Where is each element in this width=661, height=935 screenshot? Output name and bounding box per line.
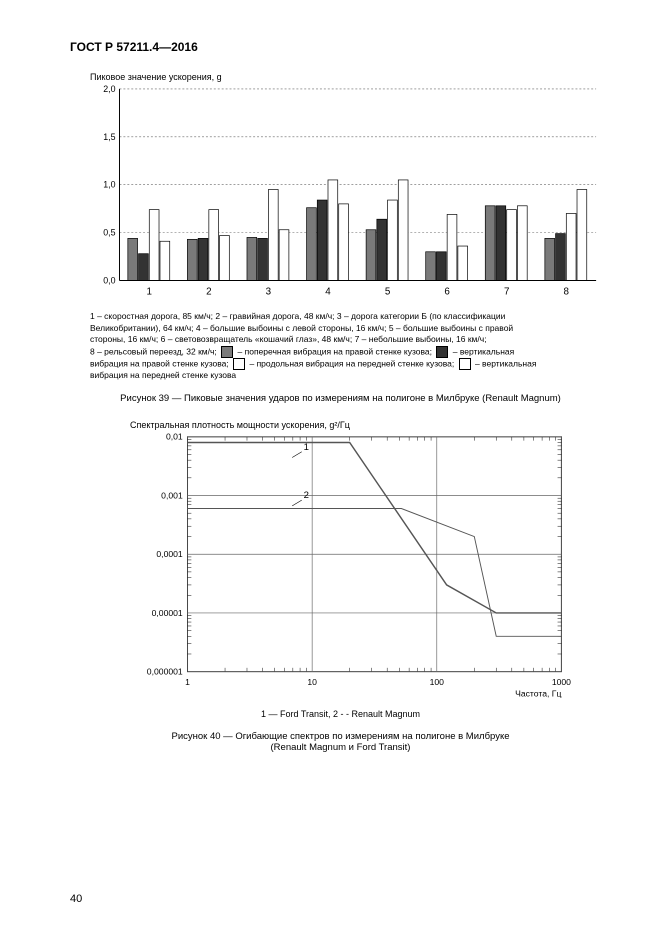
legend-line: Великобритании), 64 км/ч; 4 – большие вы… — [90, 323, 513, 333]
svg-text:100: 100 — [430, 677, 445, 687]
svg-text:1,5: 1,5 — [103, 132, 115, 142]
svg-text:0,01: 0,01 — [166, 432, 183, 442]
svg-text:3: 3 — [266, 286, 272, 297]
svg-text:1: 1 — [304, 442, 309, 453]
legend-line: 8 – рельсовый переезд, 32 км/ч; — [90, 346, 219, 356]
legend-line: стороны, 16 км/ч; 6 – световозвращатель … — [90, 334, 487, 344]
svg-text:1: 1 — [147, 286, 152, 297]
document-id: ГОСТ Р 57211.4—2016 — [70, 40, 611, 54]
fig39-caption: Рисунок 39 — Пиковые значения ударов по … — [70, 393, 611, 404]
svg-text:1000: 1000 — [552, 677, 571, 687]
legend-line: – продольная вибрация на передней стенке… — [249, 358, 456, 368]
legend-line: 1 – скоростная дорога, 85 км/ч; 2 – грав… — [90, 311, 505, 321]
svg-text:0,000001: 0,000001 — [147, 667, 183, 677]
fig40-ytitle: Спектральная плотность мощности ускорени… — [130, 420, 611, 430]
svg-text:4: 4 — [325, 286, 331, 297]
fig40-caption: Рисунок 40 — Огибающие спектров по измер… — [70, 731, 611, 753]
swatch-icon — [221, 346, 233, 358]
page: ГОСТ Р 57211.4—2016 Пиковое значение уск… — [0, 0, 661, 935]
svg-text:0,0001: 0,0001 — [156, 549, 183, 559]
legend-line: – вертикальная — [475, 358, 536, 368]
svg-text:2: 2 — [206, 286, 211, 297]
svg-text:1,0: 1,0 — [103, 180, 115, 190]
caption-line: (Renault Magnum и Ford Transit) — [271, 742, 411, 753]
svg-text:1: 1 — [185, 677, 190, 687]
fig40-chart: 1 10 100 1000 0,000001 0,00001 0,0001 0,001 0,01… — [130, 432, 571, 703]
page-number: 40 — [70, 893, 82, 905]
fig39-ytitle: Пиковое значение ускорения, g — [90, 72, 611, 82]
swatch-icon — [436, 346, 448, 358]
svg-text:0,001: 0,001 — [161, 490, 183, 500]
fig39-svg: 0,0 0,5 1,0 1,5 2,0 1 2 3 4 5 6 7 8 — [90, 84, 601, 300]
svg-text:2: 2 — [304, 490, 309, 501]
svg-text:10: 10 — [307, 677, 317, 687]
caption-line: Рисунок 40 — Огибающие спектров по измер… — [172, 731, 510, 742]
svg-text:Частота, Гц: Частота, Гц — [515, 689, 561, 699]
fig40-series-legend: 1 — Ford Transit, 2 - - Renault Magnum — [70, 709, 611, 719]
legend-line: – поперечная вибрация на правой стенке к… — [238, 346, 435, 356]
svg-text:8: 8 — [564, 286, 570, 297]
svg-text:0,0: 0,0 — [103, 275, 115, 285]
legend-line: вибрация на правой стенке кузова; — [90, 358, 231, 368]
legend-line: вибрация на передней стенке кузова — [90, 370, 236, 380]
fig39-chart: 0,0 0,5 1,0 1,5 2,0 1 2 3 4 5 6 7 8 — [90, 84, 601, 303]
svg-text:0,00001: 0,00001 — [152, 608, 183, 618]
fig40-svg: 1 10 100 1000 0,000001 0,00001 0,0001 0,001 0,01… — [130, 432, 571, 700]
swatch-icon — [459, 358, 471, 370]
fig39-legend: 1 – скоростная дорога, 85 км/ч; 2 – грав… — [90, 311, 601, 381]
svg-text:6: 6 — [444, 286, 450, 297]
legend-line: – вертикальная — [453, 346, 514, 356]
swatch-icon — [233, 358, 245, 370]
svg-text:7: 7 — [504, 286, 509, 297]
svg-text:2,0: 2,0 — [103, 84, 115, 94]
svg-text:5: 5 — [385, 286, 391, 297]
svg-text:0,5: 0,5 — [103, 228, 115, 238]
